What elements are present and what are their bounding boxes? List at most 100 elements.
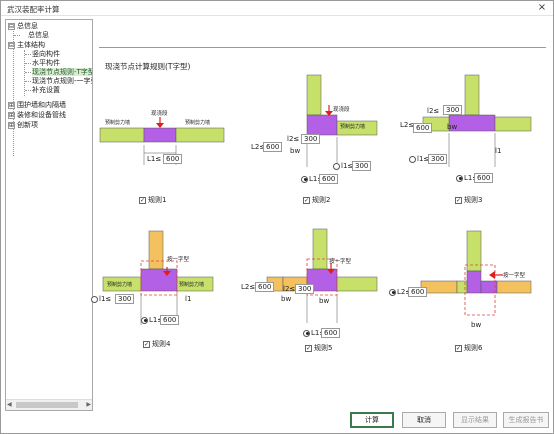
tree-node-label: 总信息 xyxy=(28,31,49,39)
rule6-l2-radio[interactable]: L2≤ xyxy=(389,288,411,296)
rule4-checkbox[interactable]: ✓ 规则4 xyxy=(143,340,171,348)
tree-branch xyxy=(25,81,31,82)
scroll-right-icon[interactable]: ▶ xyxy=(86,401,91,408)
rule3-checkbox[interactable]: ✓ 规则3 xyxy=(455,196,483,204)
section-title: 现浇节点计算规则(T字型) xyxy=(105,62,191,71)
rule5-l1-radio[interactable]: L1≤ xyxy=(303,329,325,337)
precast-wall-right xyxy=(175,127,225,143)
tree-node-main-structure[interactable]: ⊟ 主体结构 xyxy=(8,41,45,50)
show-result-button[interactable]: 显示结果 xyxy=(453,412,497,428)
rule2-l1-input[interactable]: 600 xyxy=(319,174,339,184)
precast-wall-label: 预制剪力墙 xyxy=(185,120,211,126)
arrow-icon xyxy=(327,269,335,274)
tree-node-label: 补充设置 xyxy=(32,86,60,94)
rule3-l1b-radio[interactable]: l1≤ xyxy=(409,155,429,163)
tree-node-supplement[interactable]: 补充设置 xyxy=(32,86,60,95)
tree-node-label: 水平构件 xyxy=(32,59,60,67)
generate-report-button[interactable]: 生成报告书 xyxy=(503,412,549,428)
expand-icon[interactable]: ⊞ xyxy=(8,101,15,109)
tree-node-general-info[interactable]: 总信息 xyxy=(28,31,49,40)
bw-label: bw xyxy=(319,297,330,305)
rule4-l1-input[interactable]: 600 xyxy=(160,315,180,325)
rule5-l2-input[interactable]: 600 xyxy=(255,282,275,292)
rule6-l2-input[interactable]: 600 xyxy=(408,287,428,297)
rule1-l1-label: L1≤ xyxy=(147,155,162,163)
expand-icon[interactable]: ⊞ xyxy=(8,111,15,119)
sidebar-tree: ⊟ 总信息 总信息 ⊟ 主体结构 竖向构件 水平构件 现浇节点规则-T字型 现浇节点… xyxy=(5,19,93,411)
cancel-button[interactable]: 取消 xyxy=(402,412,446,428)
rule3-l1-input[interactable]: 600 xyxy=(474,173,494,183)
rule2-diagram xyxy=(306,74,378,167)
collapse-icon[interactable]: ⊟ xyxy=(8,22,15,30)
tree-node-general[interactable]: ⊟ 总信息 xyxy=(8,22,38,31)
precast-wall-right xyxy=(336,120,378,136)
precast-wall-right xyxy=(336,276,378,292)
tree-node-vertical[interactable]: 竖向构件 xyxy=(32,50,60,59)
rule5-diagram xyxy=(266,228,378,323)
rule4-l1b-input[interactable]: 300 xyxy=(115,294,135,304)
precast-wall-label: 预制剪力墙 xyxy=(340,124,366,130)
cast-segment xyxy=(306,114,338,136)
tree-guide xyxy=(13,28,14,156)
cast-segment xyxy=(466,270,482,294)
tree-node-horizontal[interactable]: 水平构件 xyxy=(32,59,60,68)
tree-node-label: 创新项 xyxy=(17,121,38,129)
rule2-l2-input[interactable]: 600 xyxy=(263,142,283,152)
rule2-l1b-radio[interactable]: l1≤ xyxy=(333,162,353,170)
check-icon: ✓ xyxy=(139,196,146,204)
precast-wall-right xyxy=(494,116,532,132)
expand-icon[interactable]: ⊞ xyxy=(8,121,15,129)
rule3-l2b-label: l2≤ xyxy=(427,107,440,115)
calculate-button[interactable]: 计算 xyxy=(350,412,394,428)
check-icon: ✓ xyxy=(305,344,312,352)
rule2-l1-radio[interactable]: L1≤ xyxy=(301,175,323,183)
rule2-checkbox[interactable]: ✓ 规则2 xyxy=(303,196,331,204)
rule5-l2-label: L2≤ xyxy=(241,283,256,291)
one-shape-label: 按一字型 xyxy=(329,259,352,265)
cast-section-label: 现浇段 xyxy=(151,111,168,117)
tree-node-label: 现浇节点规则-一字型 xyxy=(32,77,93,85)
rule3-l2-input[interactable]: 600 xyxy=(413,123,433,133)
arrow-icon xyxy=(156,123,164,128)
tree-node-label: 总信息 xyxy=(17,22,38,30)
one-shape-label: 按一字型 xyxy=(167,257,190,263)
tree-node-line-rule[interactable]: 现浇节点规则-一字型 xyxy=(32,77,93,86)
tree-node-walls[interactable]: ⊞ 围护墙和内隔墙 xyxy=(8,101,66,110)
collapse-icon[interactable]: ⊟ xyxy=(8,41,15,49)
arrow-icon xyxy=(163,271,171,276)
yellow-wall-vertical xyxy=(148,230,164,270)
horizontal-scrollbar[interactable]: ◀ ▶ xyxy=(6,399,92,410)
tree-node-label: 竖向构件 xyxy=(32,50,60,58)
tree-branch xyxy=(25,63,31,64)
rule5-l1-input[interactable]: 600 xyxy=(321,328,341,338)
rule4-l1b-radio[interactable]: l1≤ xyxy=(91,295,111,303)
tree-branch xyxy=(25,72,31,73)
tree-node-t-rule[interactable]: 现浇节点规则-T字型 xyxy=(32,68,92,77)
tree-node-innovation[interactable]: ⊞ 创新项 xyxy=(8,121,38,130)
rule3-l1b-input[interactable]: 300 xyxy=(428,154,448,164)
rule3-l1-radio[interactable]: L1≤ xyxy=(456,174,478,182)
precast-wall-vertical xyxy=(464,74,480,116)
check-icon: ✓ xyxy=(455,196,462,204)
rule4-l1-radio[interactable]: L1≤ xyxy=(141,316,163,324)
rule6-checkbox[interactable]: ✓ 规则6 xyxy=(455,344,483,352)
tree-node-label: 主体结构 xyxy=(17,41,45,49)
one-shape-label: 按一字型 xyxy=(503,273,526,279)
rule2-l2b-input[interactable]: 300 xyxy=(301,134,321,144)
tree-node-label: 围护墙和内隔墙 xyxy=(17,101,66,109)
close-icon[interactable]: × xyxy=(537,2,547,13)
rule1-l1-input[interactable]: 600 xyxy=(163,154,183,164)
scroll-thumb[interactable] xyxy=(16,402,78,408)
rule2-l1b-input[interactable]: 300 xyxy=(352,161,372,171)
cast-section-label: 现浇段 xyxy=(333,107,350,113)
rule5-l2b-input[interactable]: 300 xyxy=(295,284,315,294)
yellow-wall-right xyxy=(496,280,532,294)
rule1-checkbox[interactable]: ✓ 规则1 xyxy=(139,196,167,204)
rule5-checkbox[interactable]: ✓ 规则5 xyxy=(305,344,333,352)
rule3-l2b-input[interactable]: 300 xyxy=(443,105,463,115)
tree-node-decoration[interactable]: ⊞ 装修和设备管线 xyxy=(8,111,66,120)
tree-branch xyxy=(25,54,31,55)
arrow-icon xyxy=(325,111,333,116)
scroll-left-icon[interactable]: ◀ xyxy=(7,401,12,408)
